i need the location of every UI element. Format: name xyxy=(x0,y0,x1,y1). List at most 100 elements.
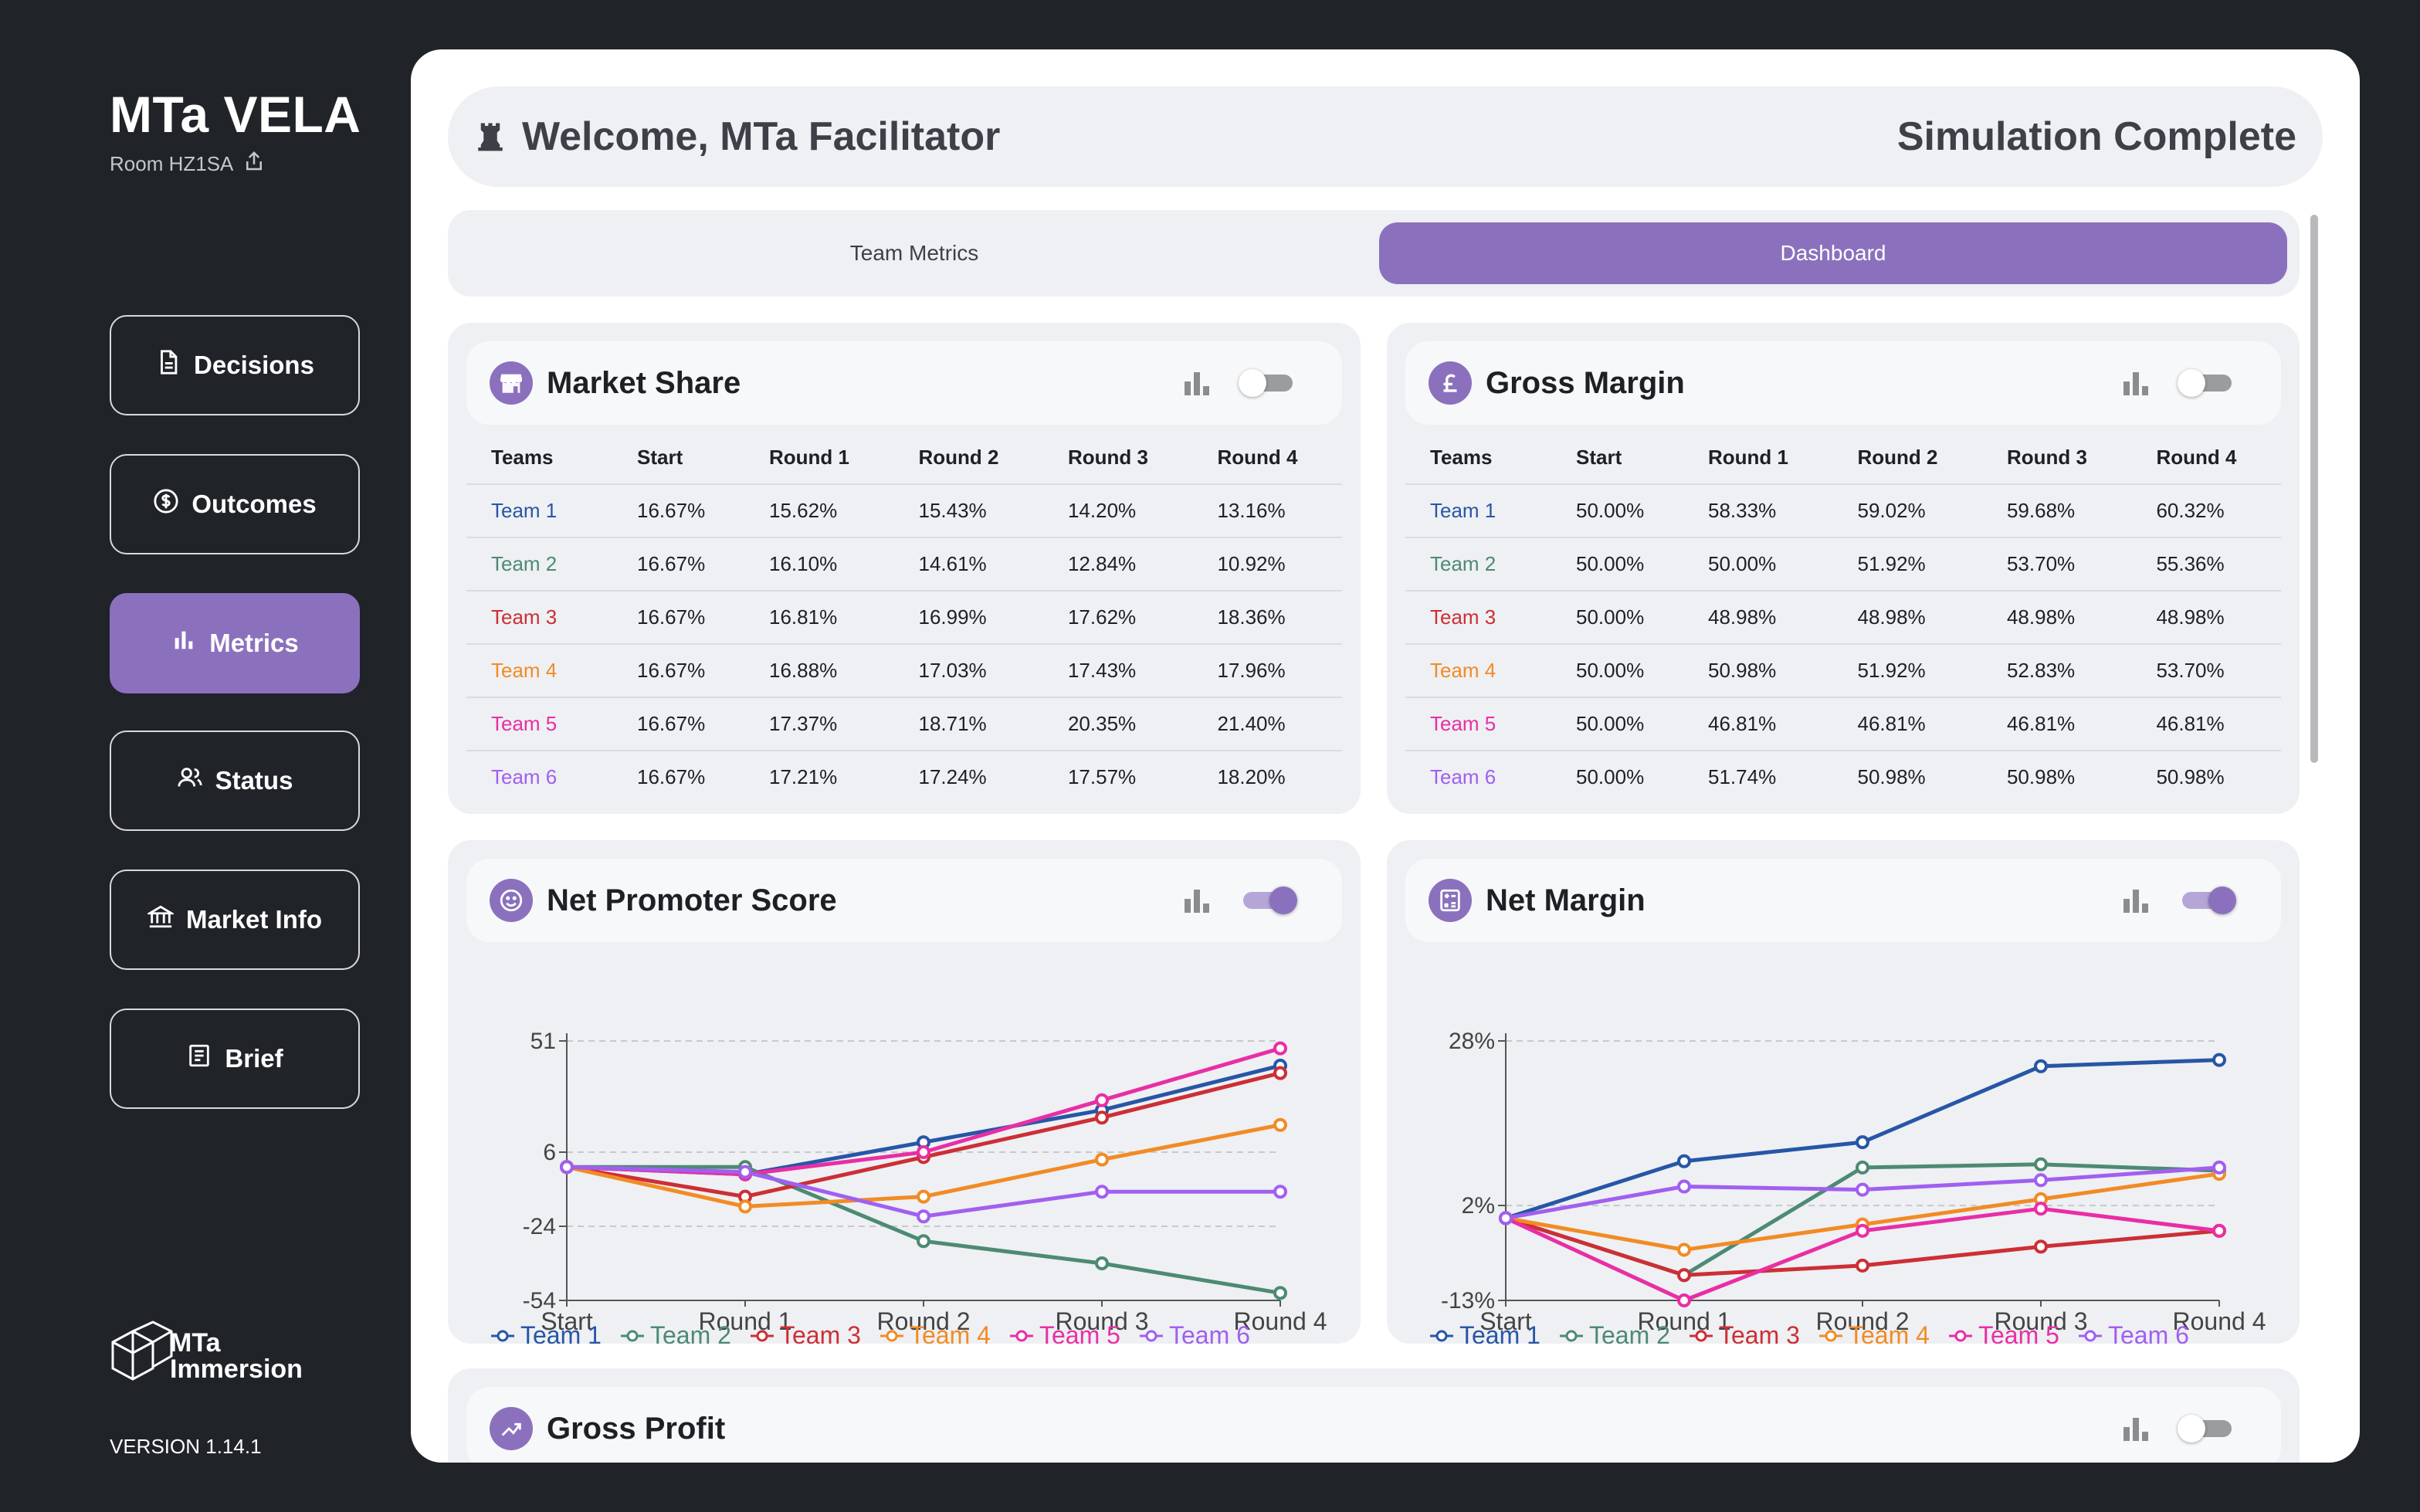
data-point[interactable] xyxy=(1095,1093,1109,1107)
header-bar: Welcome, MTa Facilitator Simulation Comp… xyxy=(448,86,2323,187)
data-point[interactable] xyxy=(1856,1223,1869,1238)
legend-marker xyxy=(886,1330,898,1342)
nav-market-info-button[interactable]: Market Info xyxy=(110,870,360,970)
data-point[interactable] xyxy=(1677,1154,1691,1168)
chart-view-toggle[interactable] xyxy=(1239,369,1297,397)
value-cell: 50.00% xyxy=(1551,697,1683,751)
value-cell: 59.02% xyxy=(1832,483,1982,537)
data-point[interactable] xyxy=(1856,1258,1869,1273)
data-point[interactable] xyxy=(1095,1185,1109,1199)
legend-item[interactable]: Team 1 xyxy=(1430,1321,1540,1344)
data-point[interactable] xyxy=(917,1234,930,1249)
column-header: Teams xyxy=(1430,445,1493,469)
data-point[interactable] xyxy=(1677,1268,1691,1283)
data-point[interactable] xyxy=(2034,1157,2048,1171)
value-cell: 52.83% xyxy=(1981,643,2132,697)
data-point[interactable] xyxy=(2212,1223,2226,1238)
bar-chart-view-icon[interactable] xyxy=(2122,888,2150,913)
data-point[interactable] xyxy=(1856,1182,1869,1197)
scrollbar[interactable] xyxy=(2310,215,2318,763)
data-point[interactable] xyxy=(2034,1239,2048,1254)
data-point[interactable] xyxy=(1856,1160,1869,1175)
nav-outcomes-button[interactable]: Outcomes xyxy=(110,454,360,554)
card-title: Net Margin xyxy=(1486,883,1646,917)
legend-item[interactable]: Team 3 xyxy=(1690,1321,1800,1344)
y-tick-label: 6 xyxy=(543,1140,556,1165)
data-point[interactable] xyxy=(1273,1286,1287,1300)
data-point[interactable] xyxy=(1095,1256,1109,1270)
data-point[interactable] xyxy=(1273,1041,1287,1056)
legend-item[interactable]: Team 5 xyxy=(1010,1321,1120,1344)
legend-item[interactable]: Team 5 xyxy=(1949,1321,2059,1344)
chart-view-toggle[interactable] xyxy=(2178,1415,2236,1443)
team-name-cell: Team 6 xyxy=(466,750,612,803)
legend-item[interactable]: Team 6 xyxy=(1140,1321,1250,1344)
value-cell: 50.98% xyxy=(1832,750,1982,803)
table-row: Team 3 50.00% 48.98% 48.98% 48.98% 48.98% xyxy=(1405,590,2281,644)
data-point[interactable] xyxy=(2034,1202,2048,1216)
data-point[interactable] xyxy=(1677,1293,1691,1307)
table-row: Team 1 50.00% 58.33% 59.02% 59.68% 60.32% xyxy=(1405,483,2281,537)
legend-item[interactable]: Team 1 xyxy=(491,1321,602,1344)
data-point[interactable] xyxy=(1095,1152,1109,1167)
legend-item[interactable]: Team 6 xyxy=(2079,1321,2189,1344)
data-point[interactable] xyxy=(560,1160,574,1175)
legend-item[interactable]: Team 3 xyxy=(751,1321,861,1344)
data-point[interactable] xyxy=(1499,1211,1513,1226)
data-point[interactable] xyxy=(2212,1053,2226,1067)
value-cell: 16.67% xyxy=(612,697,744,751)
column-header: Round 3 xyxy=(2006,445,2087,469)
card-title: Market Share xyxy=(547,365,741,400)
y-tick-label: 51 xyxy=(530,1029,556,1054)
legend-item[interactable]: Team 4 xyxy=(880,1321,991,1344)
nav-metrics-button[interactable]: Metrics xyxy=(110,593,360,693)
value-cell: 46.81% xyxy=(1981,697,2132,751)
value-cell: 16.88% xyxy=(744,643,894,697)
bar-chart-view-icon[interactable] xyxy=(1183,888,1211,913)
data-point[interactable] xyxy=(2034,1173,2048,1188)
data-point[interactable] xyxy=(1677,1242,1691,1257)
chart-view-toggle[interactable] xyxy=(2178,369,2236,397)
nav-status-button[interactable]: Status xyxy=(110,731,360,831)
data-point[interactable] xyxy=(1273,1117,1287,1132)
data-point[interactable] xyxy=(1273,1185,1287,1199)
bar-chart-view-icon[interactable] xyxy=(2122,371,2150,395)
share-icon[interactable] xyxy=(242,150,266,178)
data-point[interactable] xyxy=(1856,1135,1869,1150)
data-point[interactable] xyxy=(917,1209,930,1224)
data-point[interactable] xyxy=(1273,1066,1287,1080)
data-point[interactable] xyxy=(738,1165,752,1179)
data-point[interactable] xyxy=(2034,1059,2048,1073)
data-point[interactable] xyxy=(738,1199,752,1214)
tab-team-metrics[interactable]: Team Metrics xyxy=(849,241,979,265)
value-cell: 16.81% xyxy=(744,590,894,644)
column-header: Round 3 xyxy=(1067,445,1148,469)
legend-item[interactable]: Team 4 xyxy=(1819,1321,1930,1344)
value-cell: 15.43% xyxy=(893,483,1043,537)
legend-label: Team 3 xyxy=(780,1321,861,1344)
chart-view-toggle[interactable] xyxy=(2178,887,2236,914)
data-point[interactable] xyxy=(1095,1110,1109,1125)
value-cell: 16.99% xyxy=(893,590,1043,644)
value-cell: 58.33% xyxy=(1683,483,1833,537)
data-point[interactable] xyxy=(917,1189,930,1204)
chart-view-toggle[interactable] xyxy=(1239,887,1297,914)
value-cell: 17.96% xyxy=(1192,643,1342,697)
value-cell: 50.98% xyxy=(2131,750,2281,803)
x-tick-label: Start xyxy=(541,1307,593,1335)
data-point[interactable] xyxy=(2212,1160,2226,1175)
legend-item[interactable]: Team 2 xyxy=(1560,1321,1670,1344)
bar-chart-view-icon[interactable] xyxy=(1183,371,1211,395)
data-point[interactable] xyxy=(1677,1179,1691,1194)
column-header: Round 1 xyxy=(769,445,849,469)
team-name-cell: Team 4 xyxy=(466,643,612,697)
nav-brief-button[interactable]: Brief xyxy=(110,1009,360,1109)
app-title: MTa VELA xyxy=(110,86,361,143)
y-tick-label: -13% xyxy=(1441,1288,1495,1314)
tab-dashboard[interactable]: Dashboard xyxy=(1379,222,2287,284)
data-point[interactable] xyxy=(917,1145,930,1159)
value-cell: 50.98% xyxy=(1683,643,1833,697)
legend-item[interactable]: Team 2 xyxy=(621,1321,731,1344)
nav-decisions-button[interactable]: Decisions xyxy=(110,315,360,415)
bar-chart-view-icon[interactable] xyxy=(2122,1416,2150,1441)
